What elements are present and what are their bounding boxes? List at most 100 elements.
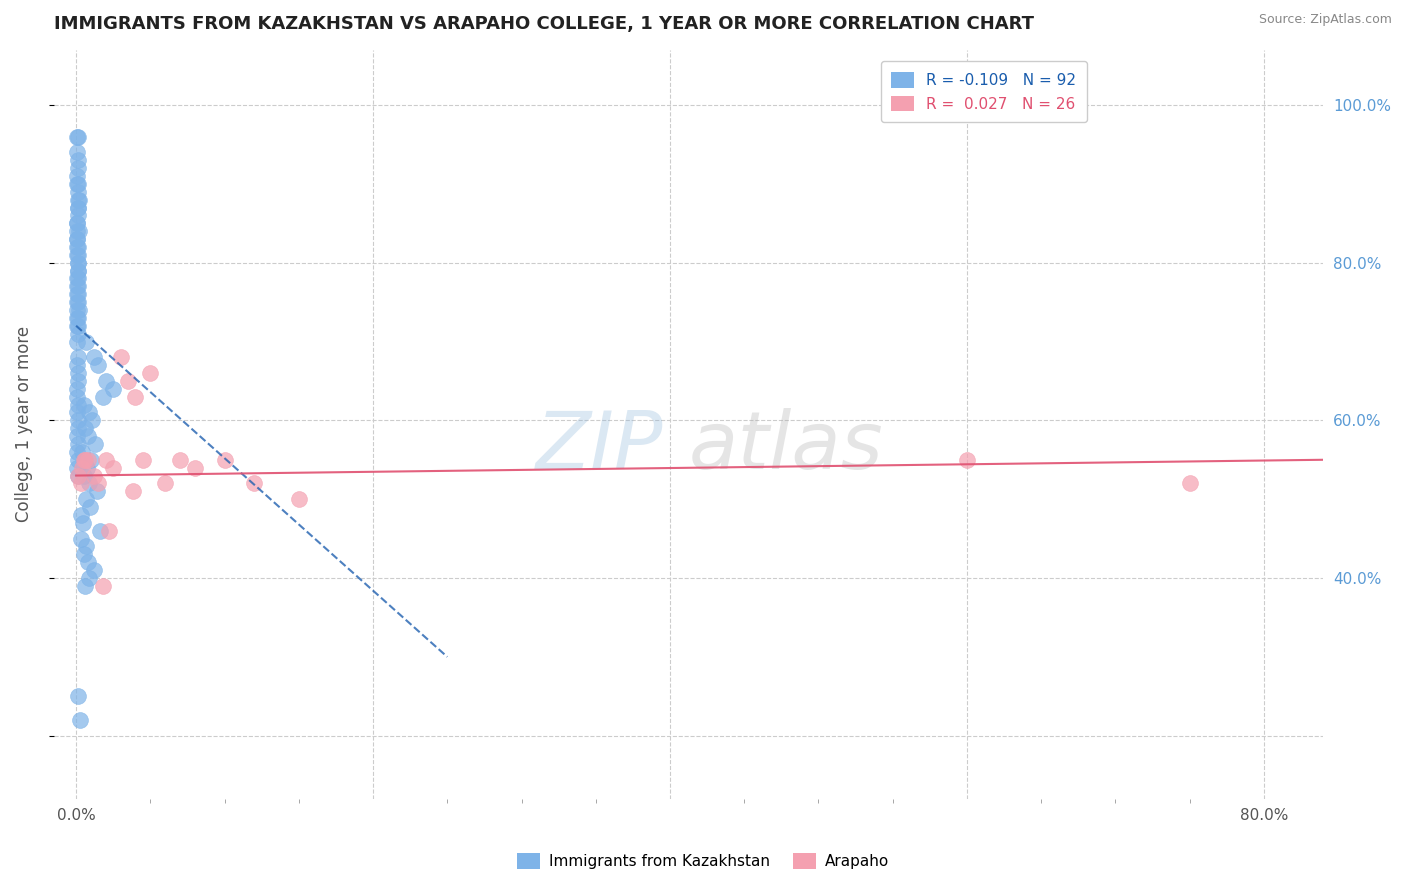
Text: Source: ZipAtlas.com: Source: ZipAtlas.com xyxy=(1258,13,1392,27)
Point xyxy=(66,271,89,285)
Legend: R = -0.109   N = 92, R =  0.027   N = 26: R = -0.109 N = 92, R = 0.027 N = 26 xyxy=(880,62,1087,122)
Point xyxy=(66,445,89,459)
Point xyxy=(66,310,89,325)
Point xyxy=(66,460,89,475)
Point xyxy=(103,382,125,396)
Point xyxy=(67,263,90,277)
Point xyxy=(77,452,100,467)
Point xyxy=(66,287,89,301)
Point xyxy=(73,579,96,593)
Point xyxy=(76,460,98,475)
Point xyxy=(66,224,89,238)
Point xyxy=(66,279,89,293)
Point xyxy=(72,547,94,561)
Point xyxy=(94,452,117,467)
Point xyxy=(97,524,120,538)
Point xyxy=(67,208,90,222)
Point xyxy=(72,516,94,530)
Point xyxy=(66,255,89,269)
Point xyxy=(66,177,89,191)
Point xyxy=(83,563,105,577)
Point xyxy=(87,476,110,491)
Point xyxy=(91,390,114,404)
Point xyxy=(66,318,89,333)
Point xyxy=(82,413,104,427)
Legend: Immigrants from Kazakhstan, Arapaho: Immigrants from Kazakhstan, Arapaho xyxy=(510,847,896,875)
Point xyxy=(67,374,90,388)
Point xyxy=(121,484,143,499)
Point xyxy=(117,374,139,388)
Point xyxy=(66,153,89,168)
Point xyxy=(73,452,96,467)
Point xyxy=(69,508,91,522)
Point xyxy=(66,437,89,451)
Point xyxy=(66,358,89,372)
Point xyxy=(66,216,89,230)
Text: atlas: atlas xyxy=(689,408,883,486)
Point xyxy=(80,452,103,467)
Point xyxy=(86,484,108,499)
Point xyxy=(66,468,89,483)
Point xyxy=(67,690,90,704)
Point xyxy=(67,413,90,427)
Point xyxy=(184,460,207,475)
Point xyxy=(67,351,90,365)
Point xyxy=(87,358,110,372)
Point xyxy=(94,374,117,388)
Point xyxy=(84,437,107,451)
Point xyxy=(67,452,90,467)
Text: IMMIGRANTS FROM KAZAKHSTAN VS ARAPAHO COLLEGE, 1 YEAR OR MORE CORRELATION CHART: IMMIGRANTS FROM KAZAKHSTAN VS ARAPAHO CO… xyxy=(53,15,1033,33)
Point xyxy=(66,263,89,277)
Point xyxy=(66,255,89,269)
Point xyxy=(214,452,236,467)
Point xyxy=(288,492,311,507)
Point xyxy=(66,295,89,310)
Point xyxy=(70,445,93,459)
Point xyxy=(66,145,89,160)
Point xyxy=(66,240,89,254)
Point xyxy=(66,216,89,230)
Point xyxy=(139,366,162,380)
Point xyxy=(77,555,100,569)
Text: ZIP: ZIP xyxy=(536,408,664,486)
Point xyxy=(79,405,101,419)
Point xyxy=(67,271,90,285)
Point xyxy=(69,476,91,491)
Point xyxy=(77,476,100,491)
Point xyxy=(66,161,89,175)
Point xyxy=(1178,476,1201,491)
Point xyxy=(956,452,979,467)
Point xyxy=(66,366,89,380)
Point xyxy=(103,460,125,475)
Point xyxy=(67,129,90,144)
Point xyxy=(89,524,111,538)
Point xyxy=(79,500,101,514)
Point xyxy=(72,398,94,412)
Point xyxy=(66,169,89,183)
Point xyxy=(66,318,89,333)
Point xyxy=(70,460,93,475)
Point xyxy=(66,390,89,404)
Point xyxy=(67,303,90,318)
Point xyxy=(76,334,98,349)
Point xyxy=(67,240,90,254)
Point xyxy=(66,295,89,310)
Point xyxy=(110,351,132,365)
Point xyxy=(79,571,101,585)
Point xyxy=(73,468,96,483)
Point xyxy=(69,713,91,727)
Point xyxy=(75,492,97,507)
Point xyxy=(72,452,94,467)
Point xyxy=(67,185,90,199)
Point xyxy=(169,452,191,467)
Point xyxy=(66,429,89,443)
Point xyxy=(70,532,93,546)
Point xyxy=(67,224,90,238)
Point xyxy=(66,421,89,435)
Point xyxy=(66,201,89,215)
Point xyxy=(83,468,105,483)
Point xyxy=(73,421,96,435)
Point xyxy=(67,177,90,191)
Point xyxy=(67,248,90,262)
Point xyxy=(66,287,89,301)
